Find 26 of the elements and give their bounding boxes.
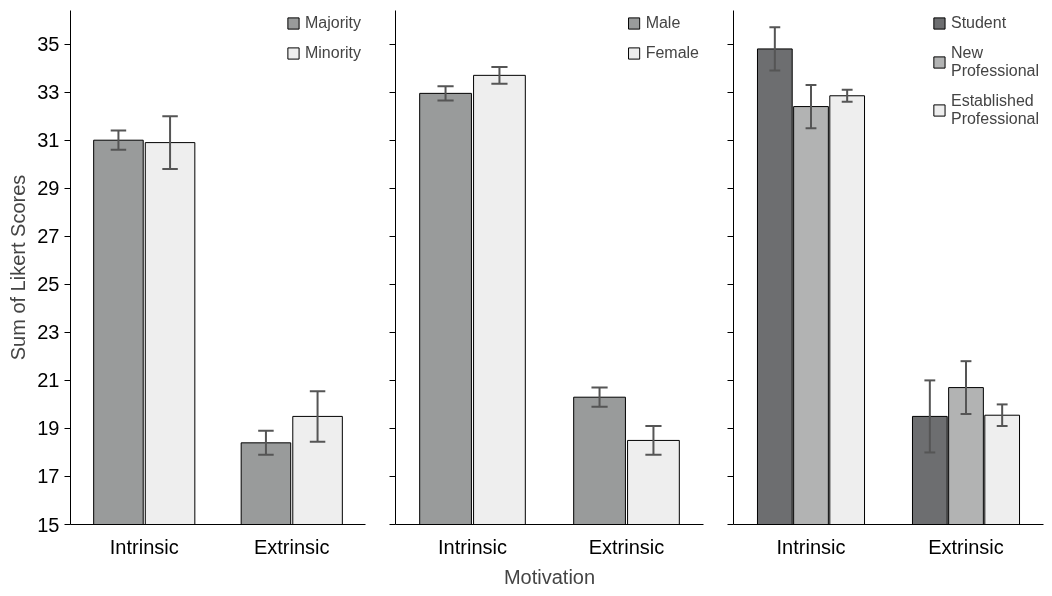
x-tick-label: Intrinsic bbox=[438, 535, 507, 558]
x-tick-label: Intrinsic bbox=[109, 535, 179, 558]
y-tick-label: 27 bbox=[37, 225, 60, 248]
y-tick-label: 17 bbox=[37, 465, 60, 488]
x-tick-label: Extrinsic bbox=[253, 535, 330, 558]
legend-label: Student bbox=[950, 14, 1007, 32]
legend-label: Minority bbox=[304, 44, 361, 62]
legend-label: New Professional bbox=[950, 44, 1039, 80]
y-tick-label: 23 bbox=[37, 321, 60, 344]
y-tick-label: 29 bbox=[37, 177, 60, 200]
legend-label: Female bbox=[645, 44, 699, 62]
legend-label: Male bbox=[645, 14, 681, 32]
y-tick-label: 33 bbox=[37, 81, 60, 104]
legend-label: Established Professional bbox=[950, 92, 1039, 128]
y-tick-label: 25 bbox=[37, 273, 60, 296]
y-tick-label: 35 bbox=[37, 33, 60, 56]
y-tick-label: 31 bbox=[37, 129, 60, 152]
x-tick-label: Intrinsic bbox=[776, 535, 846, 558]
x-tick-label: Extrinsic bbox=[588, 535, 665, 558]
y-tick-label: 19 bbox=[37, 417, 60, 440]
x-tick-label: Extrinsic bbox=[928, 535, 1004, 558]
y-axis-title: Sum of Likert Scores bbox=[7, 174, 30, 361]
y-tick-label: 15 bbox=[37, 513, 60, 536]
legend-label: Majority bbox=[304, 14, 361, 32]
x-axis-title: Motivation bbox=[503, 565, 596, 588]
y-tick-label: 21 bbox=[37, 369, 60, 392]
